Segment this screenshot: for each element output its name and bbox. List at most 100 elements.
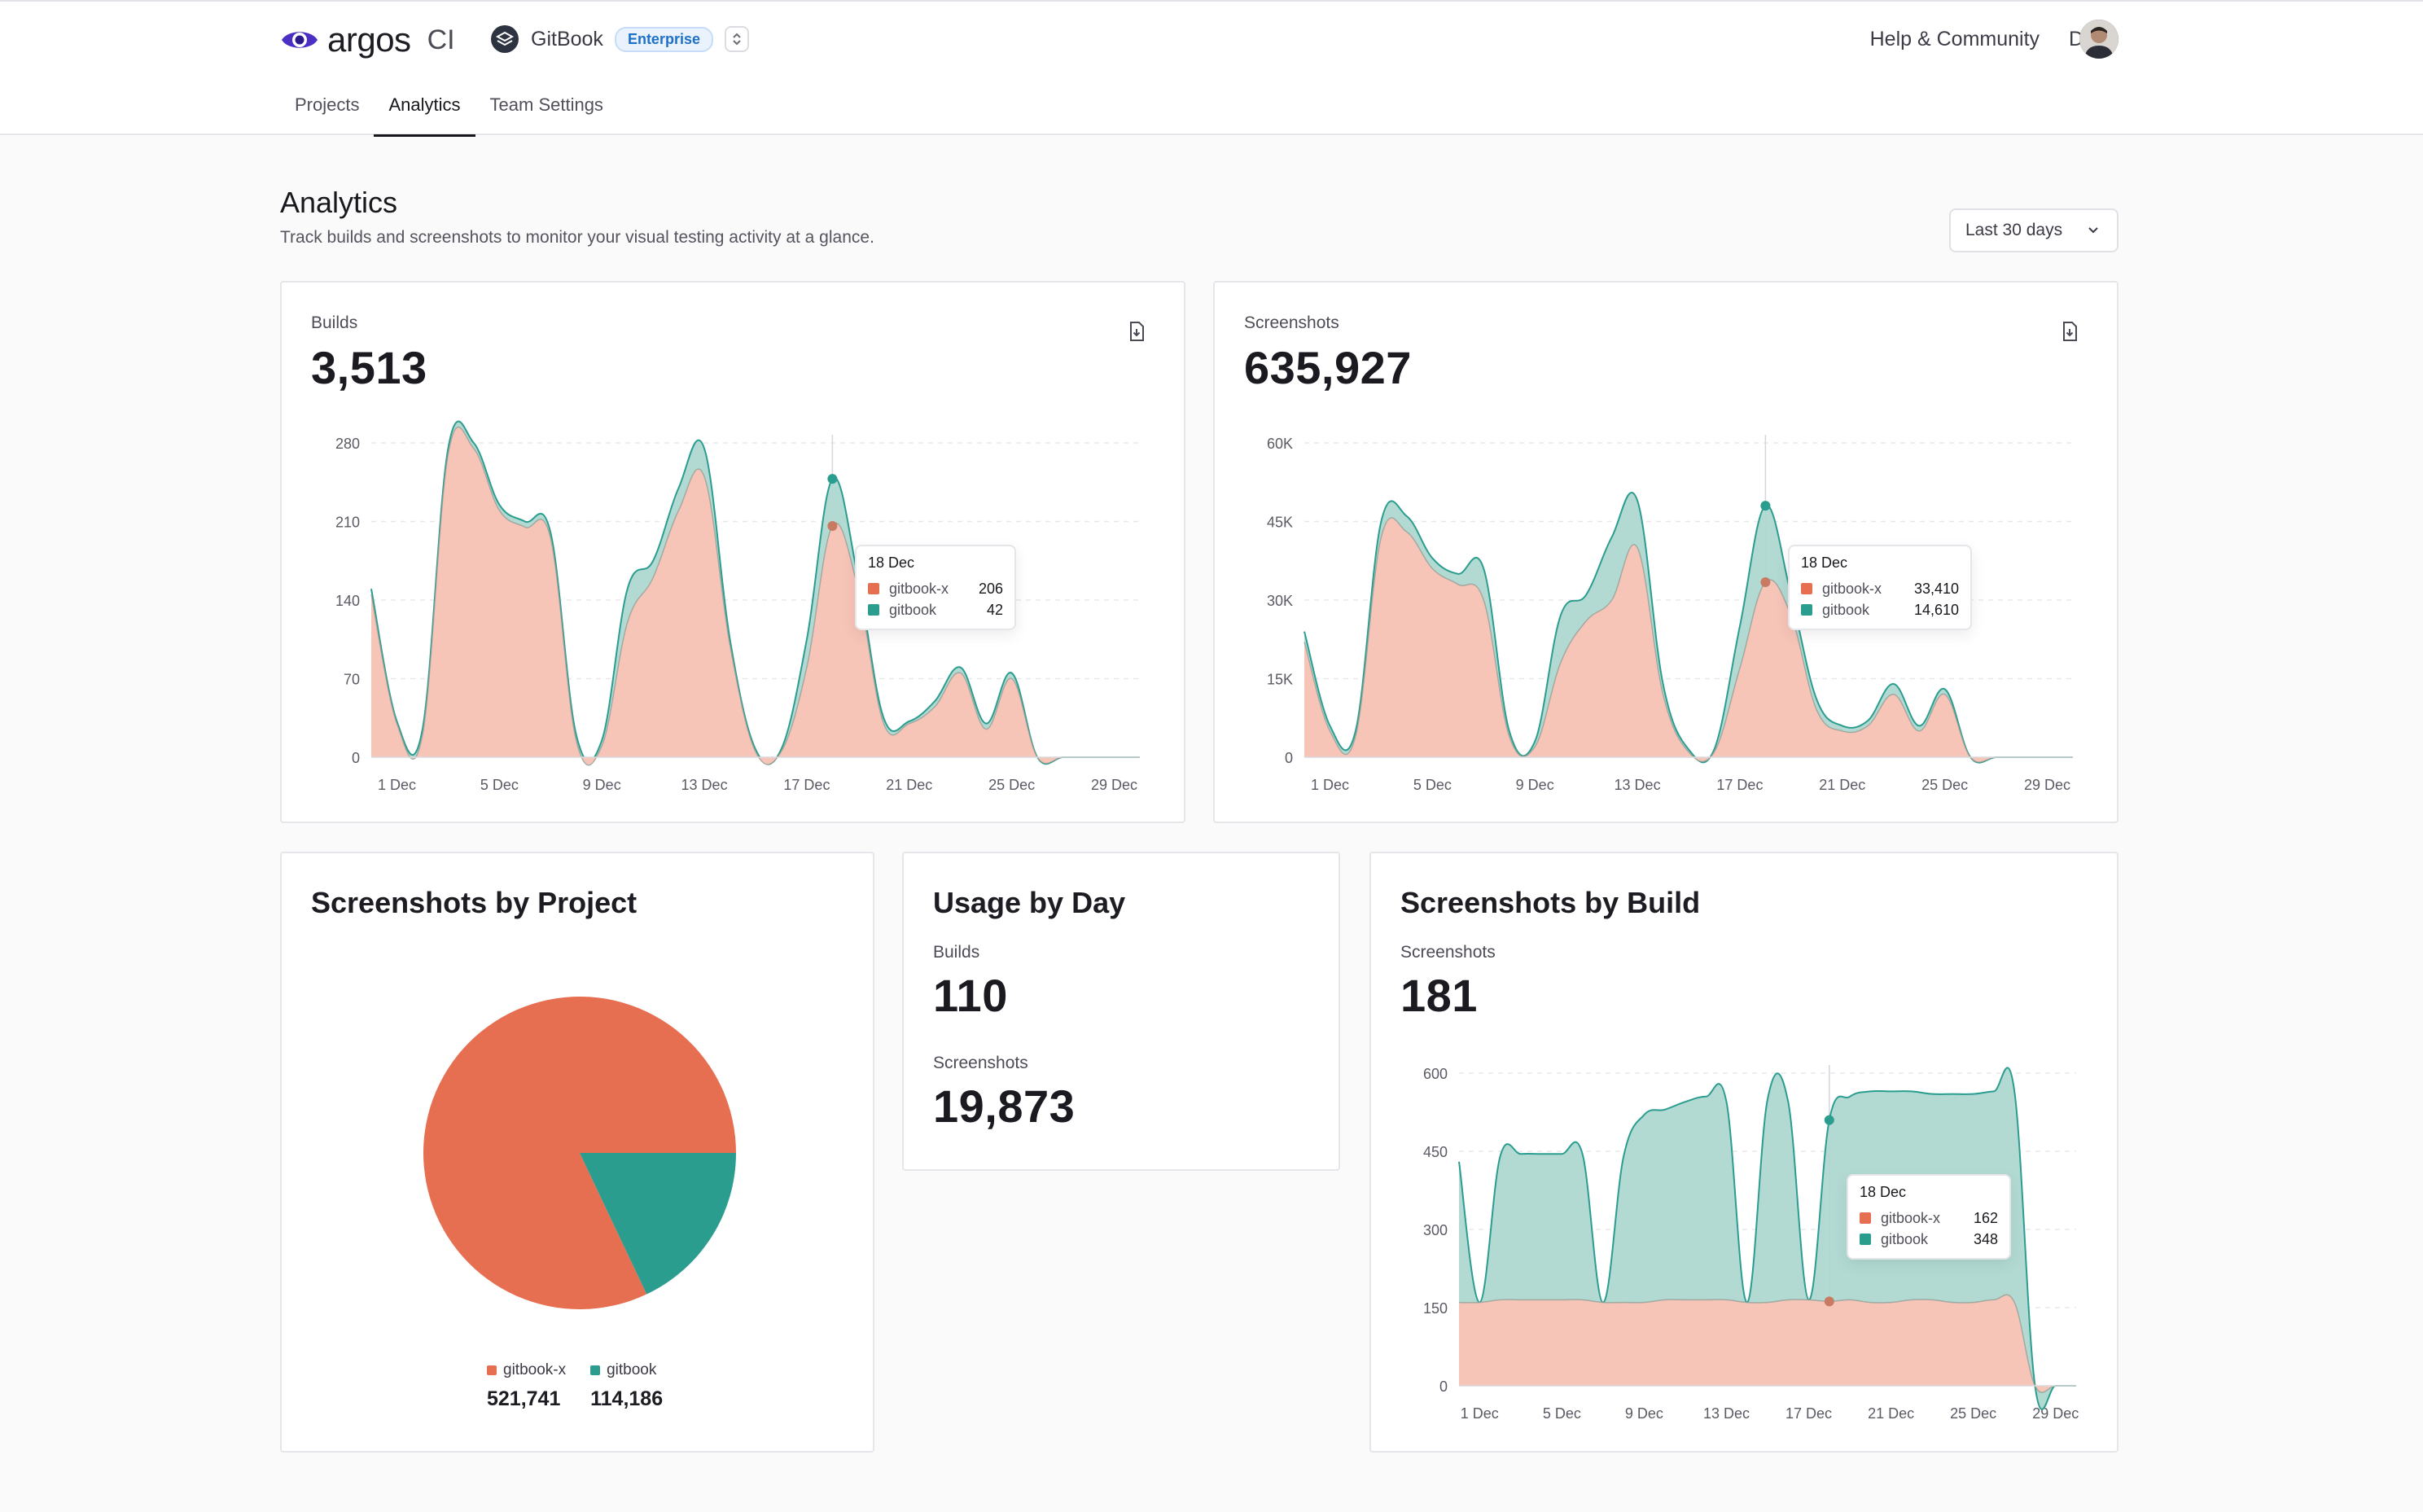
team-name: GitBook bbox=[531, 27, 603, 50]
x-tick-label: 17 Dec bbox=[1716, 777, 1763, 793]
hover-point-gitbook bbox=[1760, 501, 1771, 511]
tab-team-settings[interactable]: Team Settings bbox=[489, 94, 603, 115]
tooltip-series-value: 14,610 bbox=[1913, 601, 1959, 618]
usage-by-day-card: Usage by Day Builds 110 Screenshots 19,8… bbox=[902, 852, 1340, 1171]
hover-point-gitbook-x bbox=[1760, 577, 1771, 588]
card-title: Screenshots by Build bbox=[1400, 886, 1701, 919]
export-icon[interactable] bbox=[1125, 320, 1148, 343]
build-chart: 0 150 300 450 600 1 Dec 5 Dec 9 Dec 13 Dec 17 Dec… bbox=[1423, 1065, 2079, 1422]
tooltip-series-value: 206 bbox=[978, 580, 1003, 597]
hover-point-gitbook bbox=[827, 474, 838, 484]
legend-item: gitbook-x 521,741 bbox=[487, 1361, 566, 1411]
x-tick-label: 21 Dec bbox=[886, 777, 932, 793]
header-nav: Help & Community Docs bbox=[1870, 23, 2115, 55]
screenshots-tooltip: 18 Dec gitbook-x 33,410 gitbook 14,610 bbox=[1788, 545, 1972, 630]
legend-item: gitbook 114,186 bbox=[590, 1361, 663, 1411]
tooltip-series-name: gitbook bbox=[1881, 1230, 1929, 1247]
x-tick-label: 9 Dec bbox=[583, 777, 621, 793]
series-line-gitbook bbox=[1458, 1067, 2076, 1410]
x-tick-label: 25 Dec bbox=[988, 777, 1035, 793]
x-tick-label: 13 Dec bbox=[1615, 777, 1661, 793]
y-tick-label: 0 bbox=[1285, 750, 1293, 766]
tooltip-date: 18 Dec bbox=[1801, 554, 1848, 571]
app-header: argos CI GitBook Enterprise Help & Commu… bbox=[0, 0, 2423, 137]
tooltip-series-name: gitbook-x bbox=[1822, 580, 1882, 597]
y-tick-label: 300 bbox=[1423, 1222, 1448, 1238]
tooltip-row: gitbook 14,610 bbox=[1801, 599, 1959, 620]
hover-point-gitbook bbox=[1824, 1115, 1834, 1125]
series-line-gitbook-x bbox=[1458, 1294, 2076, 1393]
legend-swatch bbox=[590, 1365, 601, 1375]
page-subtitle: Track builds and screenshots to monitor … bbox=[280, 228, 874, 247]
legend-value: 521,741 bbox=[487, 1387, 561, 1410]
card-title: Usage by Day bbox=[933, 886, 1126, 919]
series-line-gitbook-x bbox=[370, 426, 1140, 766]
series-line-gitbook-x bbox=[1304, 517, 2073, 763]
tab-projects[interactable]: Projects bbox=[295, 94, 360, 115]
usage-screenshots-label: Screenshots bbox=[933, 1054, 1028, 1072]
screenshots-chart: 0 15K 30K 45K 60K 1 Dec 5 Dec 9 Dec 13 Dec 17 Dec… bbox=[1267, 435, 2073, 793]
builds-total: 3,513 bbox=[311, 342, 427, 393]
build-screenshots-label: Screenshots bbox=[1400, 943, 1496, 962]
x-tick-label: 1 Dec bbox=[1461, 1405, 1499, 1422]
main-tabs: Projects Analytics Team Settings bbox=[280, 91, 618, 137]
y-tick-label: 0 bbox=[1439, 1378, 1448, 1395]
tooltip-row: gitbook-x 206 bbox=[868, 578, 1003, 599]
x-tick-label: 1 Dec bbox=[378, 777, 416, 793]
legend-swatch bbox=[487, 1365, 497, 1375]
user-avatar[interactable] bbox=[2079, 20, 2118, 59]
y-tick-label: 15K bbox=[1267, 672, 1293, 688]
x-tick-label: 5 Dec bbox=[1543, 1405, 1581, 1422]
y-tick-label: 30K bbox=[1267, 593, 1293, 609]
tooltip-row: gitbook 348 bbox=[1860, 1229, 1998, 1250]
y-tick-label: 280 bbox=[335, 436, 360, 452]
logo-suffix: CI bbox=[427, 24, 455, 55]
hover-point-gitbook-x bbox=[1824, 1296, 1834, 1307]
chevron-up-down-icon bbox=[733, 33, 741, 46]
tooltip-series-value: 348 bbox=[1973, 1230, 1998, 1247]
screenshots-by-build-card: Screenshots by Build Screenshots 181 0 15… bbox=[1369, 852, 2118, 1453]
tooltip-row: gitbook-x 162 bbox=[1860, 1207, 1998, 1229]
x-tick-label: 13 Dec bbox=[681, 777, 728, 793]
tab-analytics[interactable]: Analytics bbox=[374, 91, 475, 137]
project-pie-chart bbox=[423, 997, 736, 1309]
screenshots-card: Screenshots 635,927 0 15K 30K 45K 60K 1 Dec 5 … bbox=[1213, 281, 2118, 823]
x-tick-label: 17 Dec bbox=[1785, 1405, 1832, 1422]
builds-tooltip: 18 Dec gitbook-x 206 gitbook 42 bbox=[855, 545, 1016, 630]
period-select[interactable]: Last 30 days bbox=[1949, 208, 2118, 252]
y-tick-label: 0 bbox=[352, 750, 360, 766]
series-area-gitbook-x bbox=[1304, 518, 2073, 763]
builds-label: Builds bbox=[311, 313, 358, 332]
legend-swatch bbox=[1860, 1212, 1871, 1224]
series-area-gitbook-x bbox=[1459, 1295, 2076, 1393]
x-tick-label: 9 Dec bbox=[1625, 1405, 1663, 1422]
top-border bbox=[0, 0, 2423, 2]
x-tick-label: 29 Dec bbox=[1091, 777, 1137, 793]
tooltip-series-name: gitbook-x bbox=[1881, 1209, 1941, 1226]
tooltip-series-value: 33,410 bbox=[1913, 580, 1959, 597]
legend-swatch bbox=[868, 583, 879, 594]
pie-slice-gitbook bbox=[580, 1153, 736, 1295]
tooltip-row: gitbook-x 33,410 bbox=[1801, 578, 1959, 599]
help-community-link[interactable]: Help & Community bbox=[1869, 27, 2040, 50]
x-tick-label: 21 Dec bbox=[1819, 777, 1865, 793]
argos-logo[interactable]: argos CI bbox=[280, 18, 455, 62]
tooltip-series-name: gitbook bbox=[889, 601, 937, 618]
usage-builds-label: Builds bbox=[933, 943, 980, 962]
card-title: Screenshots by Project bbox=[311, 886, 638, 919]
plan-badge: Enterprise bbox=[614, 26, 713, 52]
builds-card: Builds 3,513 0 70 140 210 280 1 Dec 5 Dec 9 Dec… bbox=[280, 281, 1185, 823]
gitbook-logo-icon bbox=[491, 25, 519, 53]
usage-builds-value: 110 bbox=[933, 970, 1008, 1021]
y-tick-label: 45K bbox=[1267, 515, 1293, 531]
team-selector[interactable]: GitBook Enterprise bbox=[490, 21, 749, 57]
export-icon[interactable] bbox=[2058, 320, 2081, 343]
y-tick-label: 150 bbox=[1423, 1300, 1448, 1317]
series-area-gitbook-x bbox=[371, 427, 1140, 765]
legend-swatch bbox=[1860, 1234, 1871, 1245]
x-tick-label: 13 Dec bbox=[1703, 1405, 1750, 1422]
tooltip-row: gitbook 42 bbox=[868, 599, 1003, 620]
tooltip-series-value: 42 bbox=[986, 601, 1003, 618]
y-tick-label: 600 bbox=[1423, 1066, 1448, 1082]
team-switcher-button[interactable] bbox=[724, 26, 749, 52]
